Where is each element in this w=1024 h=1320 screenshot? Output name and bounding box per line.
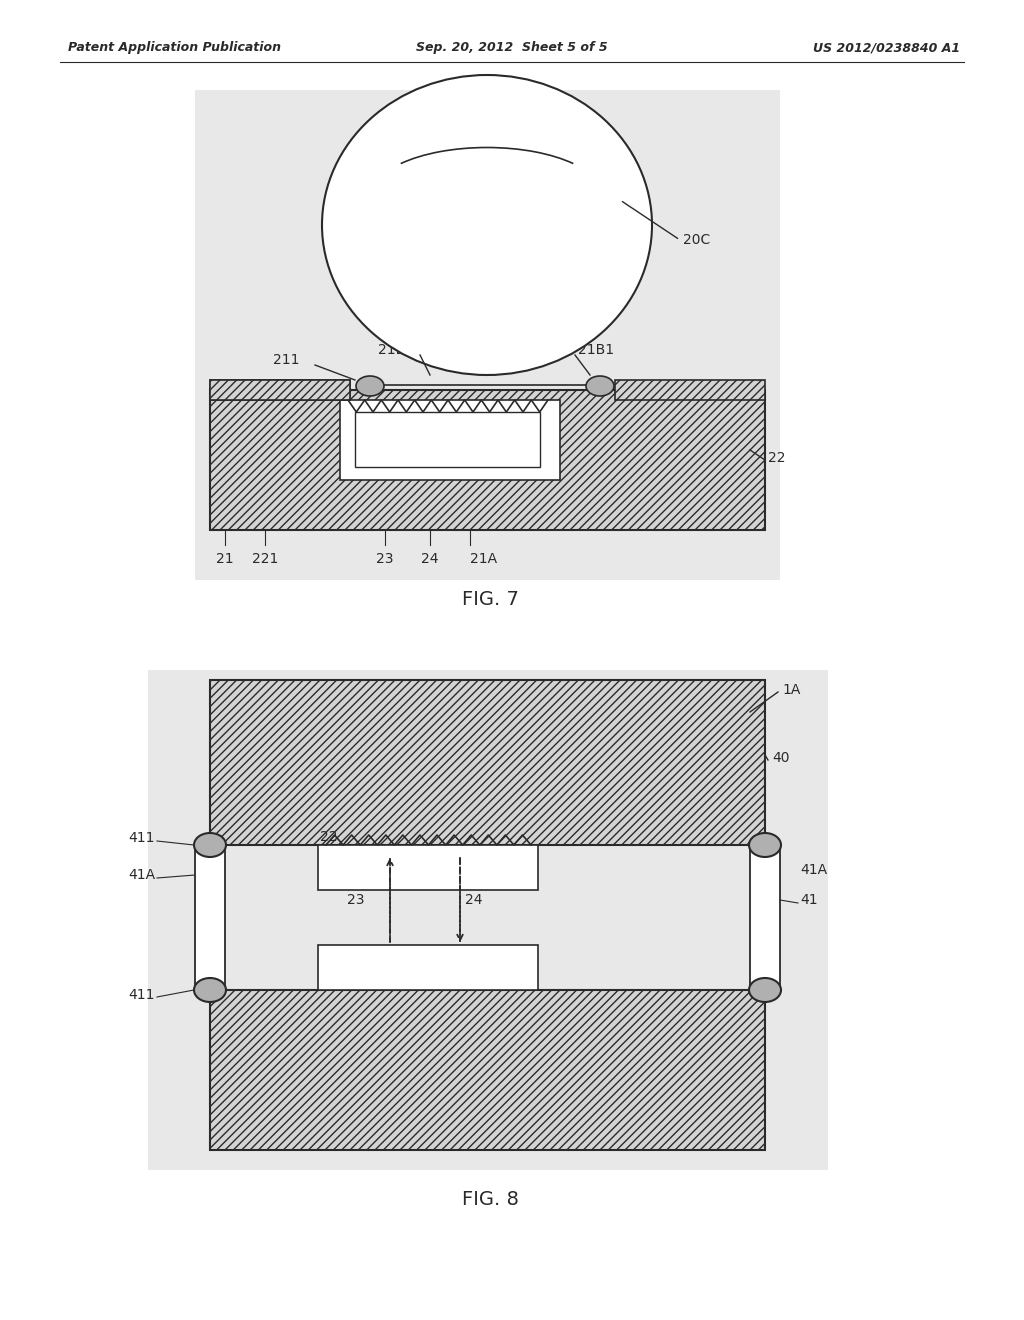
Bar — [750, 845, 780, 990]
Bar — [210, 680, 765, 845]
Text: 40: 40 — [772, 751, 790, 766]
Ellipse shape — [322, 75, 652, 375]
Text: 1A: 1A — [782, 682, 801, 697]
Text: 411: 411 — [128, 987, 155, 1002]
Bar — [615, 380, 765, 400]
Text: 211: 211 — [273, 352, 300, 367]
Text: 22: 22 — [319, 830, 338, 843]
Text: 21B1: 21B1 — [578, 343, 614, 356]
Bar — [318, 845, 538, 890]
Text: 22: 22 — [768, 451, 785, 465]
Ellipse shape — [749, 833, 781, 857]
Ellipse shape — [194, 978, 226, 1002]
Text: 41: 41 — [800, 894, 817, 907]
Text: 23: 23 — [347, 894, 365, 907]
Bar — [210, 389, 765, 531]
Text: 21A: 21A — [470, 552, 497, 566]
Text: 20C: 20C — [683, 234, 711, 247]
Bar — [355, 412, 540, 467]
Text: 24: 24 — [421, 552, 438, 566]
Text: Patent Application Publication: Patent Application Publication — [68, 41, 281, 54]
Ellipse shape — [356, 376, 384, 396]
Bar — [340, 400, 560, 480]
Text: FIG. 7: FIG. 7 — [462, 590, 518, 609]
Bar — [210, 990, 765, 1150]
Bar — [195, 90, 780, 579]
Bar — [210, 380, 350, 400]
Text: 21: 21 — [216, 552, 233, 566]
Text: 411: 411 — [128, 832, 155, 845]
Ellipse shape — [586, 376, 614, 396]
Text: US 2012/0238840 A1: US 2012/0238840 A1 — [813, 41, 961, 54]
Text: 221: 221 — [252, 552, 279, 566]
Text: 24: 24 — [465, 894, 482, 907]
Bar — [318, 945, 538, 990]
Text: 21B: 21B — [378, 343, 406, 356]
Bar — [148, 671, 828, 1170]
Text: Sep. 20, 2012  Sheet 5 of 5: Sep. 20, 2012 Sheet 5 of 5 — [416, 41, 608, 54]
Ellipse shape — [194, 833, 226, 857]
Text: 41A: 41A — [800, 863, 827, 876]
Bar — [195, 845, 225, 990]
Text: FIG. 8: FIG. 8 — [462, 1191, 518, 1209]
Text: 23: 23 — [376, 552, 394, 566]
Text: 41A: 41A — [128, 869, 155, 882]
Ellipse shape — [749, 978, 781, 1002]
Bar — [210, 380, 350, 400]
